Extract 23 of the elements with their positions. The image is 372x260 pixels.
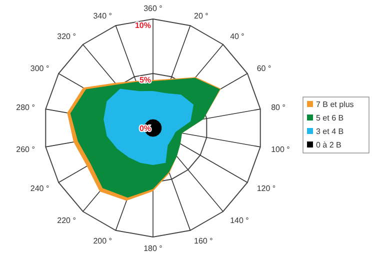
spoke-label: 200 ° [93, 236, 112, 246]
legend-label: 7 B et plus [316, 100, 354, 109]
y-tick-label: 10% [134, 21, 151, 30]
spoke-label: 40 ° [230, 32, 244, 42]
spoke-label: 180 ° [144, 244, 162, 253]
spoke-label: 320 ° [57, 32, 76, 42]
spoke-label: 20 ° [194, 11, 208, 20]
spoke-label: 220 ° [57, 216, 76, 225]
spoke-label: 160 ° [194, 236, 213, 246]
spoke-label: 140 ° [230, 216, 249, 225]
spoke-label: 260 ° [16, 144, 35, 154]
spoke-label: 120 ° [256, 184, 276, 193]
spoke-label: 280 ° [16, 103, 35, 112]
spoke-label: 60 ° [256, 64, 272, 74]
legend-label: 0 à 2 B [316, 140, 342, 150]
spoke-label: 80 ° [271, 103, 286, 112]
spoke-label: 240 ° [30, 184, 50, 193]
spoke-label: 300 ° [30, 64, 50, 74]
legend-label: 3 et 4 B [316, 127, 344, 136]
spoke-label: 100 ° [271, 144, 290, 154]
spoke-label: 340 ° [93, 11, 112, 20]
spoke-label: 360 ° [144, 4, 162, 14]
legend-label: 5 et 6 B [316, 114, 344, 122]
